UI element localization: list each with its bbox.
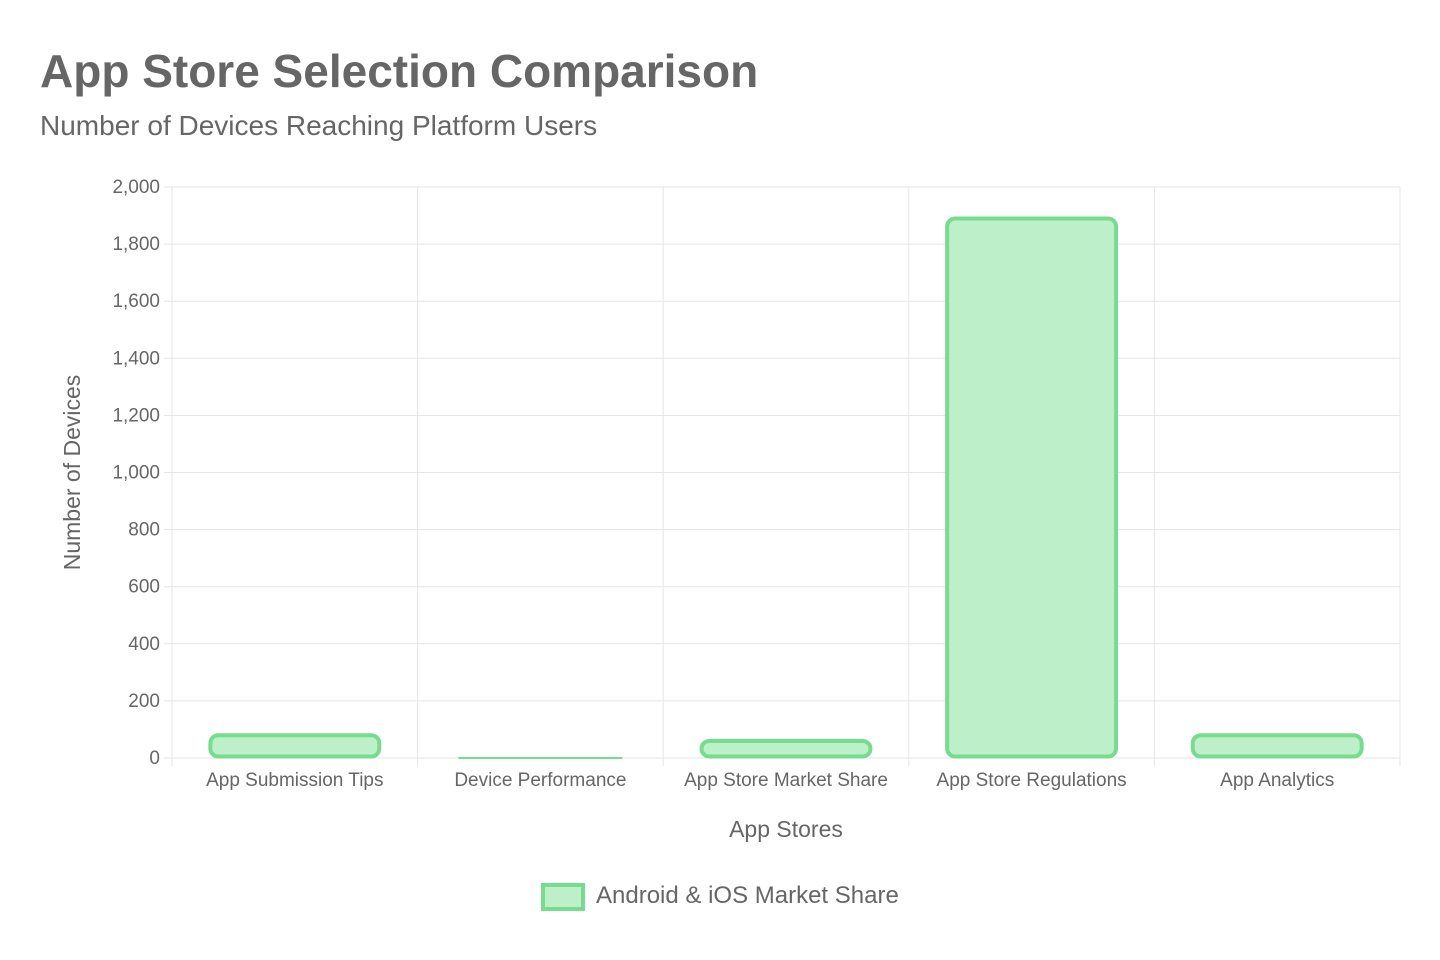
- y-tick-label: 600: [128, 577, 160, 598]
- x-axis-ticks: App Submission Tips Device Performance App…: [206, 770, 1334, 791]
- x-tick-label: App Submission Tips: [206, 770, 383, 791]
- y-axis-title: Number of Devices: [59, 375, 85, 571]
- y-tick-label: 1,200: [112, 405, 160, 426]
- bar[interactable]: [208, 733, 382, 759]
- bar[interactable]: [699, 738, 873, 759]
- y-tick-label: 1,600: [112, 291, 160, 312]
- y-axis-ticks: 0 200 400 600 800 1,000 1,200 1,400 1,600 1,800 2,…: [112, 177, 160, 769]
- x-tick-label: Device Performance: [454, 770, 626, 791]
- y-tick-label: 200: [128, 691, 160, 712]
- legend[interactable]: Android & iOS Market Share: [541, 882, 899, 911]
- x-axis-title: App Stores: [729, 816, 843, 842]
- y-tick-label: 800: [128, 520, 160, 541]
- x-tick-label: App Store Market Share: [684, 770, 888, 791]
- y-tick-label: 400: [128, 634, 160, 655]
- y-tick-label: 0: [149, 748, 160, 769]
- bar[interactable]: [945, 216, 1119, 759]
- x-tick-label: App Analytics: [1220, 770, 1334, 791]
- y-tick-label: 1,400: [112, 348, 160, 369]
- grid-lines: [164, 186, 1401, 766]
- chart-title: App Store Selection Comparison: [40, 45, 759, 97]
- y-tick-label: 1,000: [112, 463, 160, 484]
- legend-swatch[interactable]: [541, 883, 585, 911]
- y-tick-label: 1,800: [112, 234, 160, 255]
- x-tick-label: App Store Regulations: [937, 770, 1127, 791]
- legend-label[interactable]: Android & iOS Market Share: [596, 882, 899, 909]
- y-tick-label: 2,000: [112, 177, 160, 198]
- chart-subtitle: Number of Devices Reaching Platform User…: [40, 110, 598, 141]
- bar[interactable]: [1190, 733, 1364, 759]
- bars: [208, 216, 1364, 759]
